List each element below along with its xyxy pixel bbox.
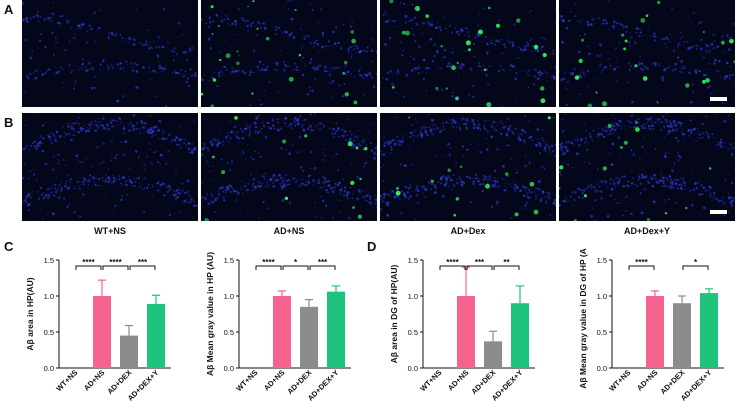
bar-chart-gray-hp: Aβ Mean gray value in HP (AU) 0.0 0.5 1.0 1.… bbox=[205, 252, 351, 403]
panel-label-b: B bbox=[4, 115, 14, 130]
micrograph-texture bbox=[559, 0, 735, 107]
significance-bracket bbox=[493, 265, 520, 270]
panel-label-c: C bbox=[4, 239, 14, 254]
significance-bracket bbox=[102, 265, 129, 270]
scale-bar bbox=[710, 97, 727, 101]
micrograph-a-ad-dex-y bbox=[559, 0, 735, 107]
y-tick-label: 1.0 bbox=[224, 292, 234, 301]
bar bbox=[300, 306, 318, 368]
significance-bracket bbox=[282, 265, 309, 270]
significance-label: **** bbox=[109, 258, 122, 267]
bar bbox=[273, 296, 291, 368]
panel-label-a: A bbox=[4, 2, 14, 17]
y-tick-label: 1.5 bbox=[597, 256, 607, 265]
bar bbox=[120, 335, 138, 368]
significance-bracket bbox=[309, 265, 336, 270]
x-tick-label: WT+NS bbox=[234, 368, 259, 393]
significance-label: *** bbox=[475, 258, 485, 267]
micrograph-b-ad-dex bbox=[380, 113, 556, 221]
significance-bracket bbox=[682, 265, 709, 270]
bar-chart-area-hp: Aβ area in HP(AU)0.00.51.01.5WT+NS AD+NSA… bbox=[25, 256, 171, 403]
group-label-ad-dex-y: AD+Dex+Y bbox=[623, 226, 671, 236]
y-tick-label: 1.0 bbox=[44, 292, 54, 301]
bar bbox=[673, 303, 691, 368]
significance-bracket bbox=[75, 265, 102, 270]
x-tick-label: WT+NS bbox=[418, 368, 443, 393]
micrograph-texture bbox=[22, 0, 197, 107]
bar bbox=[147, 303, 165, 368]
y-axis-label: Aβ area in DG of HP(AU) bbox=[389, 264, 399, 363]
significance-label: * bbox=[294, 258, 298, 267]
significance-label: **** bbox=[82, 258, 95, 267]
micrograph-b-ad-ns bbox=[201, 113, 377, 221]
significance-bracket bbox=[439, 265, 466, 270]
bar bbox=[646, 296, 664, 368]
bar bbox=[93, 296, 111, 368]
micrograph-a-ad-dex bbox=[380, 0, 556, 107]
x-tick-label: WT+NS bbox=[607, 368, 632, 393]
bar-chart-area-dg: Aβ area in DG of HP(AU) 0.0 0.5 1.0 1.5 WT+NS… bbox=[389, 256, 535, 403]
y-axis-label: Aβ Mean gray value in HP (AU) bbox=[205, 252, 215, 376]
significance-label: *** bbox=[138, 258, 148, 267]
micrograph-a-ad-ns bbox=[201, 0, 377, 107]
micrograph-a-wt bbox=[22, 0, 198, 107]
scale-bar bbox=[710, 210, 727, 214]
y-axis-label: Aβ Mean gray value in DG of HP (AU) bbox=[578, 248, 588, 389]
x-tick-label: AD+NS bbox=[82, 368, 106, 392]
y-tick-label: 0.0 bbox=[408, 364, 418, 373]
significance-label: **** bbox=[446, 258, 459, 267]
x-tick-label: AD+NS bbox=[262, 368, 286, 392]
significance-label: *** bbox=[318, 258, 328, 267]
y-tick-label: 0.0 bbox=[44, 364, 54, 373]
micrograph-texture bbox=[22, 113, 198, 221]
micrograph-b-ad-dex-y bbox=[559, 113, 735, 221]
y-tick-label: 1.5 bbox=[224, 256, 234, 265]
bar bbox=[457, 296, 475, 368]
y-tick-label: 0.5 bbox=[408, 328, 418, 337]
group-label-wt: WT+NS bbox=[94, 226, 126, 236]
micrograph-texture bbox=[380, 113, 556, 221]
micrograph-texture bbox=[201, 113, 377, 221]
y-tick-label: 0.5 bbox=[44, 328, 54, 337]
y-tick-label: 1.0 bbox=[408, 292, 418, 301]
micrograph-texture bbox=[201, 0, 377, 107]
bar-chart-gray-dg: Aβ Mean gray value in DG of HP (AU) 0.0 0.… bbox=[578, 248, 724, 403]
bar bbox=[700, 293, 718, 368]
significance-bracket bbox=[129, 265, 156, 270]
group-label-ad-ns: AD+NS bbox=[273, 226, 305, 236]
y-tick-label: 0.5 bbox=[224, 328, 234, 337]
bar bbox=[511, 303, 529, 368]
significance-label: ** bbox=[503, 258, 510, 267]
y-tick-label: 1.5 bbox=[44, 256, 54, 265]
y-axis-label: Aβ area in HP(AU) bbox=[25, 277, 35, 350]
significance-bracket bbox=[466, 265, 493, 270]
significance-bracket bbox=[628, 265, 655, 270]
y-tick-label: 1.0 bbox=[597, 292, 607, 301]
bar bbox=[327, 291, 345, 368]
group-label-ad-dex: AD+Dex bbox=[450, 226, 486, 236]
significance-bracket bbox=[255, 265, 282, 270]
x-tick-label: AD+NS bbox=[635, 368, 659, 392]
micrograph-texture bbox=[380, 0, 556, 107]
y-tick-label: 1.5 bbox=[408, 256, 418, 265]
significance-label: **** bbox=[262, 258, 275, 267]
significance-label: **** bbox=[635, 258, 648, 267]
micrograph-texture bbox=[559, 113, 735, 221]
bar bbox=[484, 341, 502, 368]
panel-label-d: D bbox=[367, 239, 377, 254]
y-tick-label: 0.5 bbox=[597, 328, 607, 337]
micrograph-b-wt bbox=[22, 113, 198, 221]
x-tick-label: WT+NS bbox=[54, 368, 79, 393]
y-tick-label: 0.0 bbox=[224, 364, 234, 373]
x-tick-label: AD+NS bbox=[446, 368, 470, 392]
y-tick-label: 0.0 bbox=[597, 364, 607, 373]
significance-label: * bbox=[694, 258, 698, 267]
